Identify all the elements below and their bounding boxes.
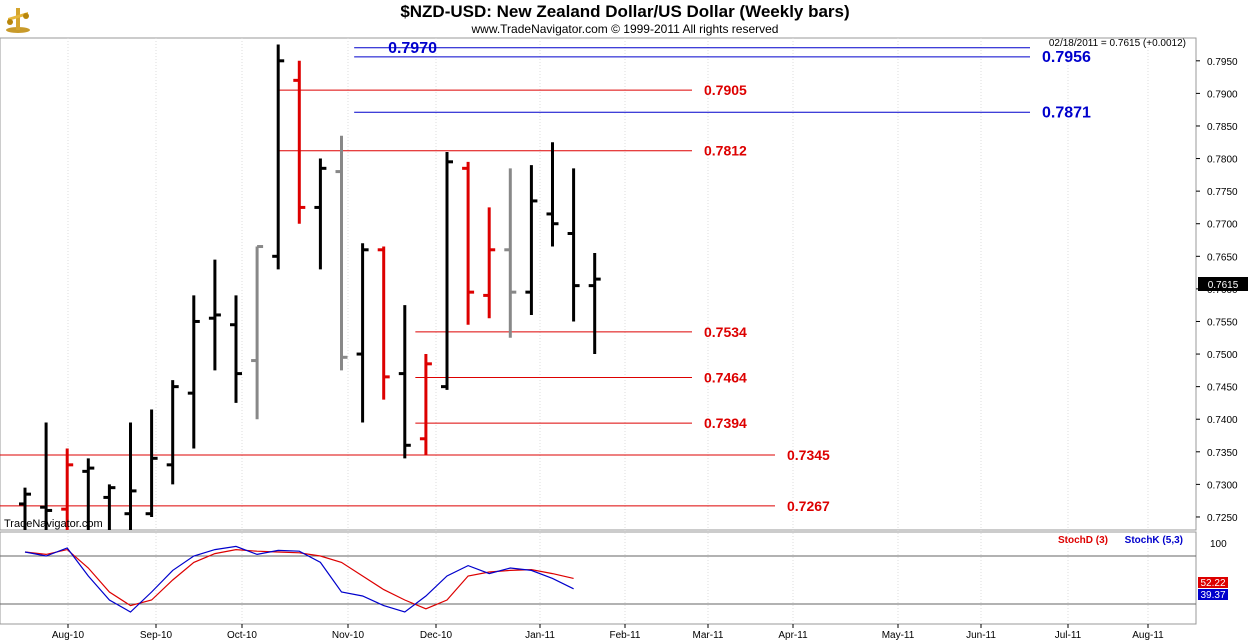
- level-label: 0.7345: [787, 447, 830, 463]
- y-tick-label: 0.7800: [1207, 155, 1238, 166]
- x-tick-label: Oct-10: [227, 630, 257, 641]
- x-axis: Aug-10 Sep-10 Oct-10 Nov-10 Dec-10 Jan-11 Feb-…: [52, 624, 1164, 641]
- level-label: 0.7812: [704, 143, 747, 159]
- x-tick-label: Aug-10: [52, 630, 85, 641]
- level-label: 0.7464: [704, 370, 747, 386]
- level-label: 0.7534: [704, 324, 747, 340]
- level-label: 0.7394: [704, 415, 747, 431]
- y-tick-label: 0.7450: [1207, 383, 1238, 394]
- level-lines: 0.7970 0.7956 0.7905 0.7871 0.7812 0.7534 0.74…: [0, 40, 1091, 514]
- y-tick-label: 0.7750: [1207, 187, 1238, 198]
- last-price-label: 0.7615: [1208, 280, 1239, 291]
- x-tick-label: Nov-10: [332, 630, 365, 641]
- y-tick-label: 0.7400: [1207, 415, 1238, 426]
- x-tick-label: May-11: [882, 630, 915, 641]
- stoch-k-line: [24, 545, 574, 613]
- x-tick-label: Aug-11: [1132, 630, 1164, 641]
- stoch-k-badge: [1198, 589, 1228, 600]
- stoch-k-value: 39.37: [1200, 590, 1225, 601]
- last-price-badge: [1198, 277, 1248, 291]
- stoch-top-label: 100: [1210, 539, 1227, 550]
- stoch-panel-frame: [0, 531, 1197, 625]
- x-tick-label: Jul-11: [1055, 630, 1082, 641]
- level-label: 0.7871: [1042, 104, 1091, 121]
- level-label: 0.7956: [1042, 49, 1091, 66]
- x-tick-label: Jan-11: [525, 630, 555, 641]
- ohlc-bars: [19, 44, 601, 530]
- stoch-d-line: [24, 548, 574, 610]
- grid: [67, 38, 1149, 624]
- level-label: 0.7970: [388, 40, 437, 57]
- y-tick-label: 0.7700: [1207, 220, 1238, 231]
- quote-readout: 02/18/2011 = 0.7615 (+0.0012): [1049, 38, 1186, 49]
- y-tick-label: 0.7350: [1207, 448, 1238, 459]
- x-tick-label: Apr-11: [778, 630, 808, 641]
- stoch-d-value: 52.22: [1200, 578, 1225, 589]
- y-tick-label: 0.7550: [1207, 317, 1238, 328]
- y-tick-label: 0.7950: [1207, 57, 1238, 68]
- price-panel-frame: [0, 37, 1197, 531]
- x-tick-label: Dec-10: [420, 630, 453, 641]
- stoch-d-legend: StochD (3): [1058, 535, 1108, 546]
- trade-navigator-logo: [4, 4, 32, 39]
- watermark: TradeNavigator.com: [4, 518, 103, 530]
- x-tick-label: Feb-11: [610, 630, 641, 641]
- x-tick-label: Sep-10: [140, 630, 173, 641]
- stoch-d-badge: [1198, 577, 1228, 588]
- x-tick-label: Jun-11: [966, 630, 996, 641]
- chart-subtitle: www.TradeNavigator.com © 1999-2011 All r…: [471, 22, 779, 36]
- chart-title: $NZD-USD: New Zealand Dollar/US Dollar (…: [400, 2, 850, 21]
- y-tick-label: 0.7250: [1207, 513, 1238, 524]
- y-tick-label: 0.7900: [1207, 89, 1238, 100]
- y-tick-label: 0.7300: [1207, 480, 1238, 491]
- y-tick-label: 0.7650: [1207, 252, 1238, 263]
- y-tick-label: 0.7850: [1207, 122, 1238, 133]
- stoch-k-legend: StochK (5,3): [1125, 535, 1183, 546]
- y-tick-label: 0.7500: [1207, 350, 1238, 361]
- x-tick-label: Mar-11: [693, 630, 724, 641]
- level-label: 0.7267: [787, 498, 830, 514]
- stochastic-panel: [0, 545, 1196, 613]
- level-label: 0.7905: [704, 82, 747, 98]
